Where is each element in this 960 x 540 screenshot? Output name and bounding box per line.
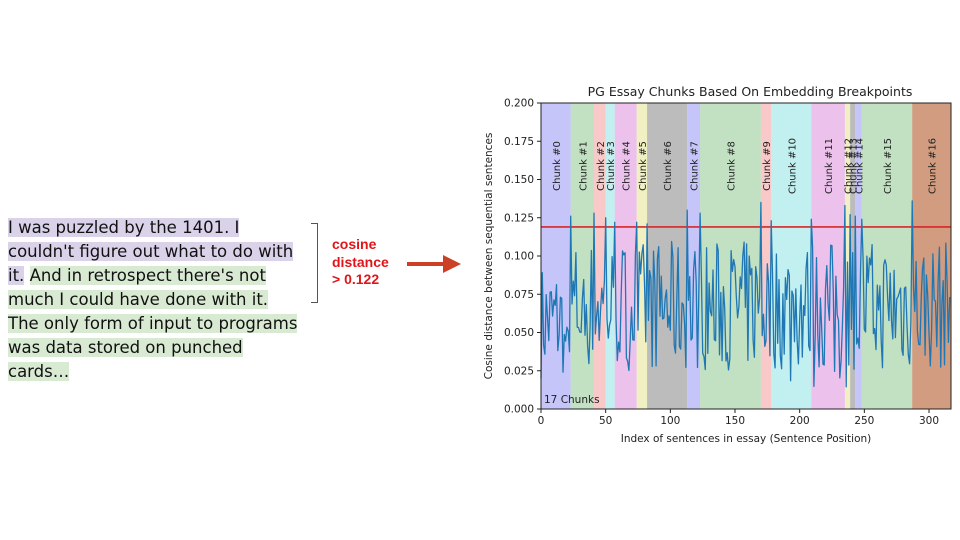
chunk-label: Chunk #11 [824,138,835,194]
annotation-line-3: > 0.122 [332,271,380,287]
distance-series-line [540,200,951,388]
x-tick-label: 50 [599,415,612,427]
y-tick-label: 0.025 [504,365,534,377]
chunk-label: Chunk #5 [638,141,649,191]
y-axis-label: Cosine distance between sequential sente… [483,133,495,380]
chunk-label: Chunk #16 [928,138,939,194]
right-arrow-icon [407,255,461,273]
annotation-line-2: distance [332,253,389,270]
chunk-label: Chunk #14 [855,138,866,194]
chunk-label: Chunk #0 [552,141,563,191]
chunk-label: Chunk #8 [726,141,737,191]
x-tick-label: 250 [854,415,874,427]
chunk-band [594,103,606,409]
x-tick-label: 300 [919,415,939,427]
y-tick-label: 0.050 [504,327,534,339]
chunk-label: Chunk #6 [663,141,674,191]
cosine-distance-annotation: cosine distance > 0.122 [332,236,389,289]
x-tick-label: 150 [725,415,745,427]
chunk-label: Chunk #3 [606,141,617,191]
chunk-label: Chunk #12 [844,138,855,194]
chunk-label: Chunk #10 [787,138,798,194]
chunk-label: Chunk #2 [596,141,607,191]
chunk-label: Chunk #13 [849,138,860,194]
y-tick-label: 0.100 [504,251,534,263]
x-tick-label: 0 [538,415,545,427]
chunk-count-label: 17 Chunks [544,394,600,406]
chunk-band [570,103,595,409]
y-tick-label: 0.175 [504,136,534,148]
annotation-line-1: cosine [332,236,377,252]
essay-excerpt: I was puzzled by the 1401. I couldn't fi… [8,216,298,384]
chunk-band [605,103,615,409]
chunks-chart: PG Essay Chunks Based On Embedding Break… [483,84,952,445]
chunk-band [541,103,571,409]
chunk-band [861,103,913,409]
chunk-label: Chunk #9 [762,141,773,191]
chunk-band [760,103,772,409]
bracket [311,223,318,303]
x-tick-label: 100 [660,415,680,427]
y-tick-label: 0.075 [504,289,534,301]
chunk-label: Chunk #15 [883,138,894,194]
y-tick-label: 0.200 [504,98,534,110]
chunk-label: Chunk #4 [622,141,633,191]
essay-chunk-2-text: And in retrospect there's not much I cou… [8,266,298,381]
chunk-label: Chunk #7 [690,141,701,191]
y-tick-label: 0.125 [504,212,534,224]
y-tick-label: 0.000 [504,404,534,416]
chart-title: PG Essay Chunks Based On Embedding Break… [588,84,913,99]
chunk-band [855,103,862,409]
y-tick-label: 0.150 [504,174,534,186]
chunk-band [844,103,851,409]
x-axis-label: Index of sentences in essay (Sentence Po… [621,433,872,445]
chunk-label: Chunk #1 [578,141,589,191]
x-tick-label: 200 [790,415,810,427]
